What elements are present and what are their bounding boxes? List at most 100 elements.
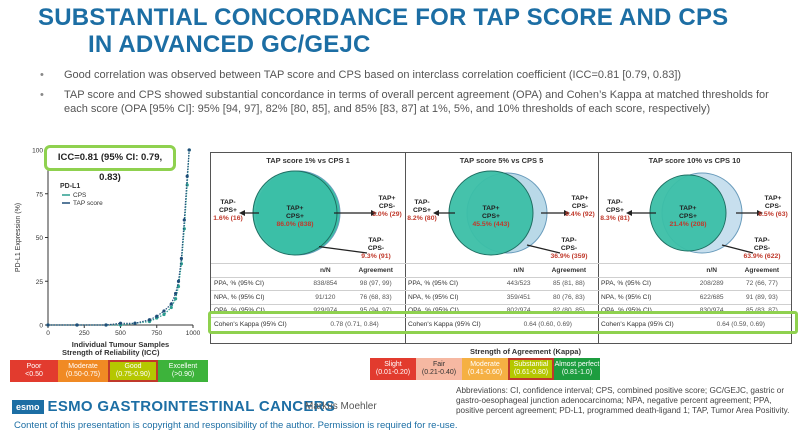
table-header-n: n/N xyxy=(690,263,733,277)
table-header-row: n/N Agreement xyxy=(405,263,598,277)
agreement-fair: Fair (0.21-0.40) xyxy=(416,358,462,380)
row-label: OPA, % (95% CI) xyxy=(211,303,305,318)
venn-right-value: 3.0% (29) xyxy=(372,211,402,218)
concordance-panels: TAP score 1% vs CPS 1 TAP- CPS+ 1.6% (16… xyxy=(210,152,792,344)
table-row: OPA, % (95% CI) 830/974 85 (83, 87) xyxy=(598,303,791,318)
y-tick-label: 100 xyxy=(32,148,43,155)
y-tick-label: 75 xyxy=(36,191,44,198)
venn-bottom-label: TAP- CPS- 63.9% (622) xyxy=(737,237,787,261)
venn-bottom-value: 9.3% (91) xyxy=(361,253,391,260)
venn-bottom-title: TAP- CPS- xyxy=(753,237,771,252)
table-header-blank xyxy=(405,263,498,277)
venn-right-title: TAP+ CPS- xyxy=(571,195,589,210)
row-n: 802/974 xyxy=(497,303,540,318)
presenter-name: Markus Moehler xyxy=(305,401,377,412)
reliability-excellent: Excellent (>0.90) xyxy=(158,360,208,382)
venn-right-title: TAP+ CPS- xyxy=(378,195,396,210)
scale-range: (0.41-0.60) xyxy=(467,369,503,376)
arrowhead-right xyxy=(371,210,377,216)
scale-range: (0.21-0.40) xyxy=(421,369,457,376)
data-point-tap-score xyxy=(169,302,173,306)
venn-diagram xyxy=(239,170,377,256)
row-agreement: 82 (80, 85) xyxy=(539,303,598,318)
table-header-blank xyxy=(598,263,691,277)
row-label: Cohen's Kappa (95% CI) xyxy=(211,317,305,331)
venn-left-label: TAP- CPS+ 1.6% (16) xyxy=(213,199,243,223)
row-label: PPA, % (95% CI) xyxy=(211,276,305,291)
agreement-slight: Slight (0.01-0.20) xyxy=(370,358,416,380)
venn-panel: TAP score 5% vs CPS 5 TAP- CPS+ 8.2% (80… xyxy=(405,153,599,343)
venn-center-title: TAP+ CPS+ xyxy=(482,205,500,220)
agreement-table: n/N Agreement PPA, % (95% CI) 208/289 72… xyxy=(598,263,791,331)
data-point-tap-score xyxy=(46,323,50,327)
arrowhead-left xyxy=(239,210,245,216)
venn-left-title: TAP- CPS+ xyxy=(219,199,237,214)
venn-left-value: 8.3% (81) xyxy=(600,215,630,222)
scale-range: (0.61-0.80) xyxy=(513,369,549,376)
reliability-good: Good (0.75-0.90) xyxy=(108,360,158,382)
agreement-moderate: Moderate (0.41-0.60) xyxy=(462,358,508,380)
venn-center-label: TAP+ CPS+ 45.5% (443) xyxy=(467,205,515,229)
agreement-substantial: Substantial (0.61-0.80) xyxy=(508,358,554,380)
venn-left-title: TAP- CPS+ xyxy=(606,199,624,214)
agreement-scale: Slight (0.01-0.20) Fair (0.21-0.40) Mode… xyxy=(370,358,600,380)
row-agreement: 98 (97, 99) xyxy=(346,276,405,291)
arrowhead-left xyxy=(433,210,439,216)
venn-diagram xyxy=(626,172,763,254)
venn-diagram xyxy=(433,170,570,256)
data-point-cps xyxy=(169,305,173,310)
x-tick-label: 500 xyxy=(115,330,126,337)
row-agreement: 91 (89, 93) xyxy=(732,290,791,304)
row-kappa: 0.64 (0.60, 0.69) xyxy=(497,317,598,331)
venn-panel: TAP score 1% vs CPS 1 TAP- CPS+ 1.6% (16… xyxy=(211,153,406,343)
venn-bottom-title: TAP- CPS- xyxy=(560,237,578,252)
row-label: OPA, % (95% CI) xyxy=(405,303,498,318)
row-label: PPA, % (95% CI) xyxy=(405,276,498,291)
scale-name: Moderate xyxy=(470,361,500,368)
arrow-bottom xyxy=(526,244,561,254)
data-point-tap-score xyxy=(75,323,79,327)
data-point-tap-score xyxy=(118,321,123,325)
esmo-branding: esmo ESMO GASTROINTESTINAL CANCERS xyxy=(12,398,335,415)
venn-center-value: 21.4% (208) xyxy=(669,221,707,228)
arrow-bottom xyxy=(318,246,368,254)
row-label: NPA, % (95% CI) xyxy=(211,290,305,304)
row-agreement: 76 (68, 83) xyxy=(346,290,405,304)
y-tick-label: 25 xyxy=(36,279,44,286)
row-kappa: 0.64 (0.59, 0.69) xyxy=(690,317,791,331)
row-label: OPA, % (95% CI) xyxy=(598,303,691,318)
copyright-notice: Content of this presentation is copyrigh… xyxy=(14,420,458,431)
x-tick-label: 0 xyxy=(46,330,50,337)
scale-range: <0.50 xyxy=(25,371,43,378)
table-row: NPA, % (95% CI) 91/120 76 (68, 83) xyxy=(211,290,405,304)
table-header-n: n/N xyxy=(304,263,347,277)
agreement-table: n/N Agreement PPA, % (95% CI) 443/523 85… xyxy=(405,263,598,331)
venn-right-label: TAP+ CPS- 9.4% (92) xyxy=(562,195,598,219)
venn-center-value: 86.0% (838) xyxy=(276,221,314,228)
table-row: Cohen's Kappa (95% CI) 0.78 (0.71, 0.84) xyxy=(211,317,405,331)
data-point-cps xyxy=(162,312,166,317)
scale-name: Substantial xyxy=(513,361,549,368)
bullet-item: TAP score and CPS showed substantial con… xyxy=(40,88,780,116)
row-n: 359/451 xyxy=(497,290,540,304)
row-n: 622/685 xyxy=(690,290,733,304)
y-tick-label: 50 xyxy=(36,235,44,242)
reliability-scale: Poor <0.50 Moderate (0.50-0.75) Good (0.… xyxy=(10,360,208,382)
row-n: 443/523 xyxy=(497,276,540,291)
row-n: 91/120 xyxy=(304,290,347,304)
row-label: Cohen's Kappa (95% CI) xyxy=(405,317,498,331)
bullet-item: Good correlation was observed between TA… xyxy=(40,68,780,82)
scale-name: Slight xyxy=(384,361,402,368)
data-point-tap-score xyxy=(174,291,178,296)
data-point-tap-score xyxy=(162,309,166,313)
row-agreement: 85 (83, 87) xyxy=(732,303,791,318)
agreement-almost-perfect: Almost perfect (0.81-1.0) xyxy=(554,358,600,380)
data-point-tap-score xyxy=(187,148,191,152)
data-point-tap-score xyxy=(133,321,137,325)
venn-center-title: TAP+ CPS+ xyxy=(679,205,697,220)
arrow-bottom xyxy=(721,244,754,254)
x-tick-label: 750 xyxy=(151,330,162,337)
scale-range: (>0.90) xyxy=(171,371,195,378)
table-header-agreement: Agreement xyxy=(346,263,405,277)
table-row: OPA, % (95% CI) 929/974 95 (94, 97) xyxy=(211,303,405,318)
